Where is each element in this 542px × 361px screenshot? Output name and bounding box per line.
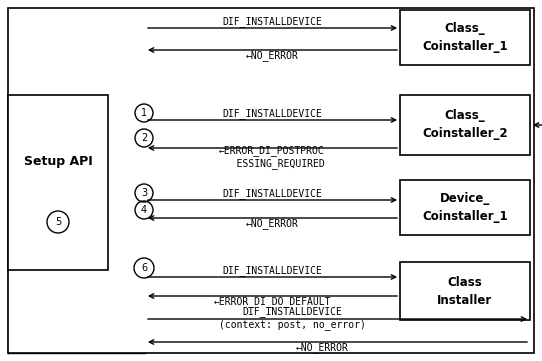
Bar [400,10,530,65]
Text: ←NO_ERROR: ←NO_ERROR [246,51,299,61]
Text: 4: 4 [141,205,147,215]
Text: DIF_INSTALLDEVICE: DIF_INSTALLDEVICE [222,266,322,277]
Text: DIF_INSTALLDEVICE: DIF_INSTALLDEVICE [222,109,322,119]
Bar [400,180,530,235]
Text: ←NO_ERROR: ←NO_ERROR [295,343,349,353]
Text: Class
Installer: Class Installer [437,275,493,306]
Text: 3: 3 [141,188,147,198]
Text: Class_
Coinstaller_2: Class_ Coinstaller_2 [422,109,508,140]
Text: 2: 2 [141,133,147,143]
Text: 5: 5 [55,217,61,227]
Text: Class_
Coinstaller_1: Class_ Coinstaller_1 [422,22,508,53]
Bar [400,262,530,320]
Text: 6: 6 [141,263,147,273]
Text: ←ERROR_DI_POSTPROC
   ESSING_REQUIRED: ←ERROR_DI_POSTPROC ESSING_REQUIRED [219,145,325,169]
Bar [8,95,108,270]
Text: DIF_INSTALLDEVICE: DIF_INSTALLDEVICE [222,188,322,200]
Text: DIF_INSTALLDEVICE: DIF_INSTALLDEVICE [242,306,342,317]
Text: 1: 1 [141,108,147,118]
Text: ←NO_ERROR: ←NO_ERROR [246,218,299,230]
Text: (context: post, no_error): (context: post, no_error) [218,319,365,330]
Text: DIF_INSTALLDEVICE: DIF_INSTALLDEVICE [222,17,322,27]
Text: ←ERROR_DI_DO_DEFAULT: ←ERROR_DI_DO_DEFAULT [213,296,331,308]
Bar [400,95,530,155]
Text: Setup API: Setup API [24,155,92,168]
Text: Device_
Coinstaller_1: Device_ Coinstaller_1 [422,192,508,223]
